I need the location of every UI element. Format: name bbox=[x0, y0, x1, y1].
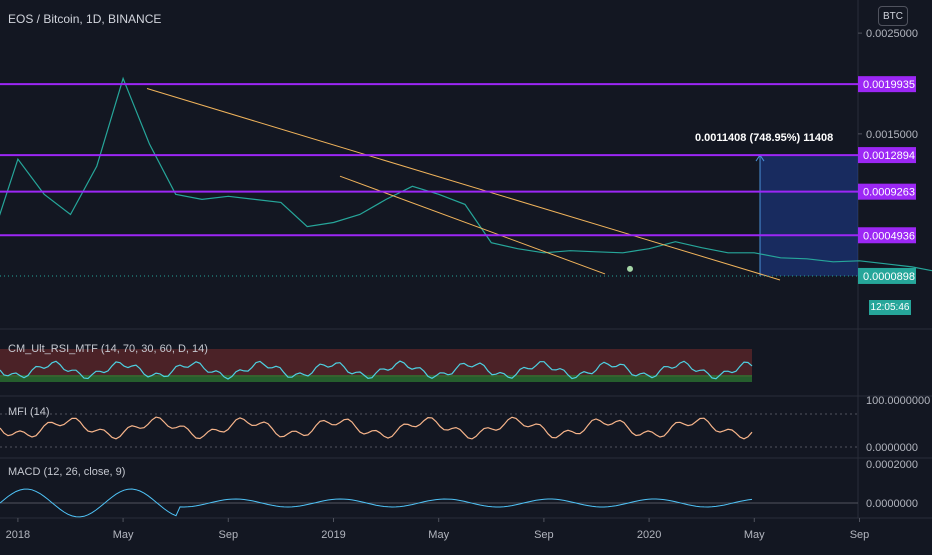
time-axis-label: 2020 bbox=[637, 529, 661, 541]
rsi-line bbox=[0, 360, 753, 380]
level-tag bbox=[858, 183, 916, 200]
time-axis-label: May bbox=[428, 529, 449, 541]
time-axis-label: 2018 bbox=[6, 529, 30, 541]
level-tag-label: 0.0000898 bbox=[863, 271, 915, 283]
macd-axis-label: 0.0002000 bbox=[866, 459, 918, 471]
macd-label[interactable]: MACD (12, 26, close, 9) bbox=[8, 466, 126, 478]
price-axis-label: 0.0015000 bbox=[866, 129, 918, 141]
macd-line bbox=[0, 488, 753, 518]
level-tag bbox=[858, 147, 916, 164]
price-series-line bbox=[0, 76, 932, 272]
time-axis-label: Sep bbox=[534, 529, 554, 541]
mfi-axis-label: 100.0000000 bbox=[866, 395, 930, 407]
level-tag-label: 0.0019935 bbox=[863, 79, 915, 91]
symbol-title: EOS / Bitcoin, 1D, BINANCE bbox=[8, 12, 162, 26]
event-marker bbox=[627, 265, 633, 272]
level-tag bbox=[858, 227, 916, 244]
currency-badge[interactable]: BTC bbox=[878, 6, 908, 26]
level-tag bbox=[858, 267, 916, 284]
mfi-label[interactable]: MFI (14) bbox=[8, 406, 50, 418]
level-tag-label: 0.0009263 bbox=[863, 187, 915, 199]
price-axis-label: 0.0025000 bbox=[866, 28, 918, 40]
mfi-line bbox=[0, 416, 753, 440]
level-tag-label: 0.0012894 bbox=[863, 150, 915, 162]
time-axis-label: May bbox=[744, 529, 765, 541]
time-axis-label: Sep bbox=[850, 529, 870, 541]
time-axis-label: May bbox=[113, 529, 134, 541]
level-tag-label: 0.0004936 bbox=[863, 230, 915, 242]
time-axis-label: Sep bbox=[219, 529, 239, 541]
rsi-oversold-band bbox=[0, 375, 752, 382]
measure-box bbox=[760, 155, 858, 276]
mfi-axis-label: 0.0000000 bbox=[866, 442, 918, 454]
rsi-mtf-label[interactable]: CM_Ult_RSI_MTF (14, 70, 30, 60, D, 14) bbox=[8, 343, 208, 355]
trendline-main bbox=[146, 88, 781, 281]
level-tag bbox=[858, 76, 916, 93]
measure-label: 0.0011408 (748.95%) 11408 bbox=[695, 132, 834, 144]
countdown-badge: 12:05:46 bbox=[869, 300, 911, 315]
macd-axis-label: 0.0000000 bbox=[866, 498, 918, 510]
time-axis-label: 2019 bbox=[321, 529, 345, 541]
